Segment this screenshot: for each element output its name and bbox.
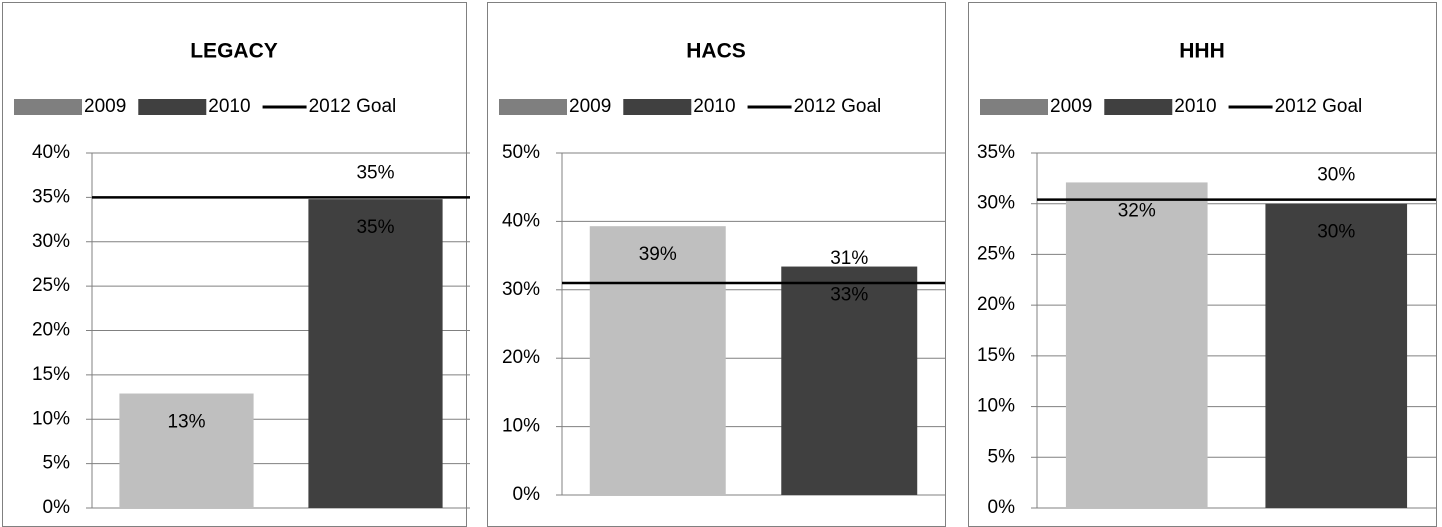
legend-swatch <box>14 99 82 115</box>
y-tick-label: 25% <box>32 275 70 296</box>
legend-swatch <box>499 99 567 115</box>
y-tick-label: 30% <box>32 231 70 252</box>
y-tick-label: 0% <box>988 497 1016 518</box>
y-tick-label: 30% <box>977 193 1015 214</box>
y-tick-label: 10% <box>977 396 1015 417</box>
legend-label: 2009 <box>1050 96 1092 117</box>
y-tick-label: 20% <box>32 320 70 341</box>
y-tick-label: 35% <box>32 186 70 207</box>
y-tick-label: 15% <box>977 345 1015 366</box>
legend-label: 2012 Goal <box>309 96 397 117</box>
data-label: 30% <box>1317 222 1355 243</box>
legend-swatch <box>138 99 207 115</box>
chart-panel: HHH 0% 5% 10% 15% 20% 25% 30% 35% 32% 30% 30% 2009 20… <box>968 2 1437 527</box>
data-label: 13% <box>167 412 205 433</box>
legend-label: 2010 <box>693 96 735 117</box>
y-tick-label: 10% <box>32 408 70 429</box>
data-label: 33% <box>830 285 868 306</box>
bar <box>1065 182 1208 508</box>
chart-panel: LEGACY 0% 5% 10% 15% 20% 25% 30% 35% 40% 13% 35% 35%… <box>2 2 470 527</box>
chart-title: HACS <box>686 40 746 63</box>
bar <box>119 393 254 508</box>
y-tick-label: 35% <box>977 142 1015 163</box>
bar <box>1265 203 1408 508</box>
y-tick-label: 5% <box>988 446 1016 467</box>
legend-label: 2012 Goal <box>794 96 882 117</box>
goal-label: 31% <box>830 248 868 269</box>
bar <box>781 266 918 495</box>
y-tick-label: 0% <box>43 497 71 518</box>
y-tick-label: 40% <box>502 210 540 231</box>
legend-label: 2010 <box>1174 96 1216 117</box>
y-tick-label: 5% <box>43 453 71 474</box>
legend-label: 2009 <box>569 96 611 117</box>
goal-label: 35% <box>356 162 394 183</box>
y-tick-label: 25% <box>977 243 1015 264</box>
data-label: 32% <box>1118 200 1156 221</box>
legend-swatch <box>980 99 1048 115</box>
bar <box>589 226 726 496</box>
y-tick-label: 40% <box>32 142 70 163</box>
y-tick-label: 20% <box>977 294 1015 315</box>
chart-panel: HACS 0% 10% 20% 30% 40% 50% 39% 33% 31% 2009 2010 20… <box>487 2 946 527</box>
legend-label: 2010 <box>208 96 250 117</box>
legend-label: 2009 <box>84 96 126 117</box>
chart-title: HHH <box>1179 40 1225 63</box>
y-tick-label: 15% <box>32 364 70 385</box>
y-tick-label: 10% <box>502 416 540 437</box>
goal-label: 30% <box>1317 165 1355 186</box>
data-label: 39% <box>639 244 677 265</box>
bar <box>308 199 443 508</box>
y-tick-label: 30% <box>502 279 540 300</box>
y-tick-label: 20% <box>502 347 540 368</box>
y-tick-label: 0% <box>513 484 541 505</box>
legend-swatch <box>623 99 692 115</box>
legend-label: 2012 Goal <box>1275 96 1363 117</box>
y-tick-label: 50% <box>502 142 540 163</box>
legend-swatch <box>1104 99 1173 115</box>
chart-title: LEGACY <box>190 40 278 63</box>
data-label: 35% <box>356 217 394 238</box>
